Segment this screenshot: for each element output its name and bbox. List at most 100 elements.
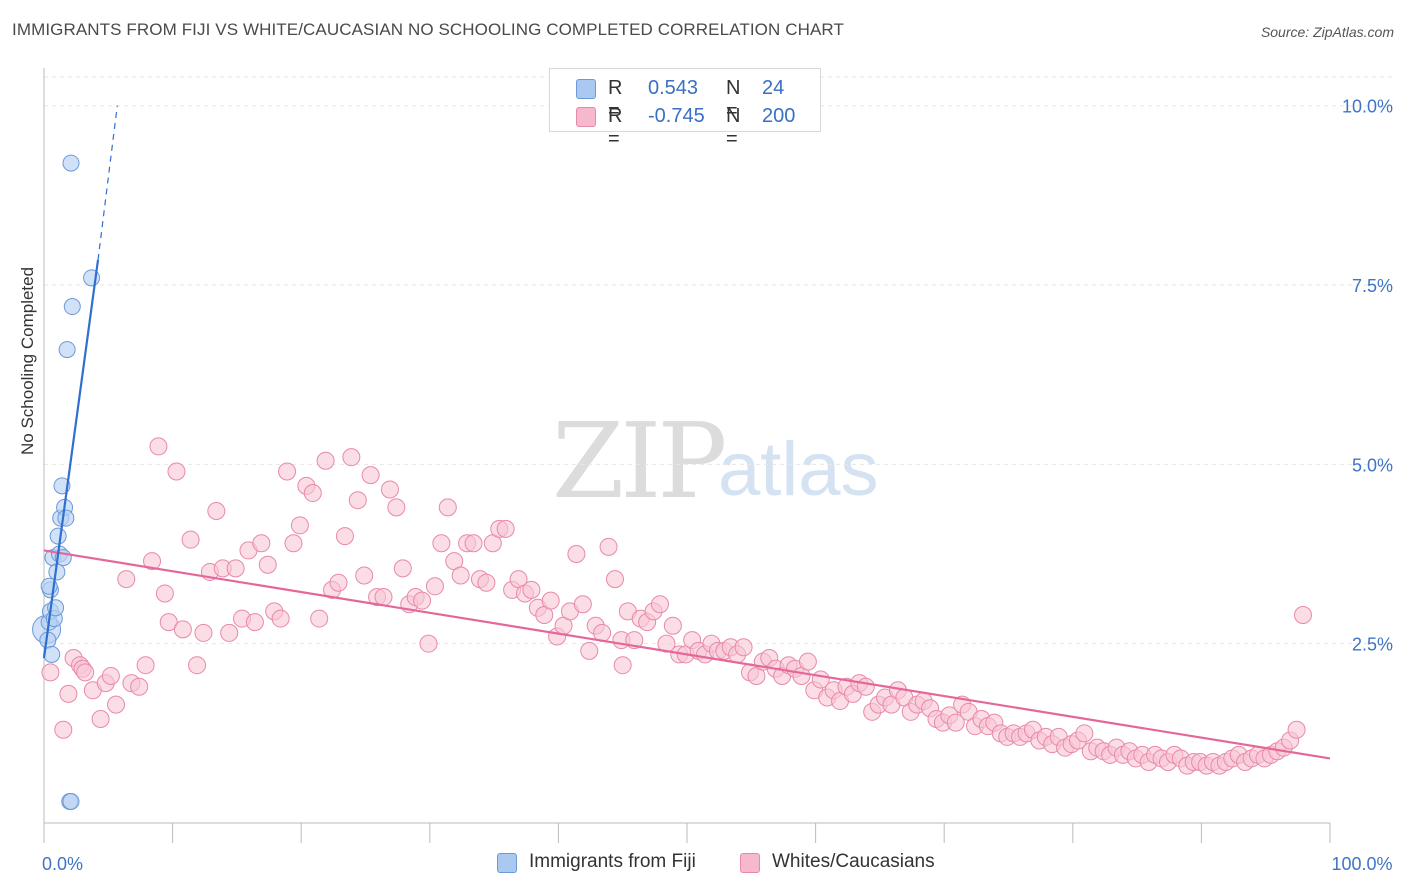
white-caucasian-point bbox=[207, 501, 226, 520]
r-label: R = bbox=[608, 105, 623, 150]
n-value-white: 200 bbox=[762, 105, 796, 127]
white-caucasian-point bbox=[335, 527, 354, 546]
trend-lines bbox=[42, 105, 1331, 760]
white-caucasian-point bbox=[605, 570, 624, 589]
white-caucasian-trend-line bbox=[43, 549, 1331, 760]
fiji-trend-extension bbox=[97, 105, 118, 260]
white-caucasian-point bbox=[374, 588, 393, 607]
white-caucasian-point bbox=[143, 552, 162, 571]
fiji-point bbox=[63, 298, 81, 316]
white-caucasian-point bbox=[342, 448, 361, 467]
white-caucasian-point bbox=[271, 609, 290, 628]
r-value-fiji: 0.543 bbox=[648, 77, 699, 99]
white-caucasian-point bbox=[220, 623, 239, 642]
y-tick-label: 2.5% bbox=[1352, 635, 1393, 655]
white-caucasian-point bbox=[734, 638, 753, 657]
fiji-swatch bbox=[576, 79, 596, 99]
white-caucasian-point bbox=[167, 462, 186, 481]
white-caucasian-point bbox=[76, 663, 95, 682]
white-caucasian-point bbox=[496, 519, 515, 538]
watermark-atlas: atlas bbox=[718, 427, 879, 512]
white-caucasian-point bbox=[451, 566, 470, 585]
fiji-point bbox=[62, 154, 80, 172]
white-caucasian-point bbox=[1287, 720, 1306, 739]
white-caucasian-point bbox=[290, 516, 309, 535]
white-legend-label: Whites/Caucasians bbox=[772, 851, 935, 872]
white-caucasian-point bbox=[188, 656, 207, 675]
x-tick-label: 100.0% bbox=[1331, 854, 1392, 874]
fiji-point bbox=[57, 509, 75, 527]
fiji-points bbox=[32, 154, 101, 810]
white-caucasian-point bbox=[155, 584, 174, 603]
fiji-trend-line bbox=[42, 259, 100, 659]
white-caucasian-point bbox=[329, 573, 348, 592]
white-caucasian-point bbox=[613, 656, 632, 675]
white-caucasian-point bbox=[663, 616, 682, 635]
fiji-legend-swatch bbox=[497, 853, 517, 873]
white-caucasian-point bbox=[107, 695, 126, 714]
white-caucasian-point bbox=[54, 720, 73, 739]
source-credit: Source: ZipAtlas.com bbox=[1260, 24, 1394, 40]
white-caucasian-point bbox=[316, 451, 335, 470]
white-caucasian-point bbox=[380, 480, 399, 499]
white-caucasian-point bbox=[650, 595, 669, 614]
white-caucasian-point bbox=[432, 534, 451, 553]
white-caucasian-point bbox=[348, 491, 367, 510]
x-tick-label: 0.0% bbox=[42, 854, 83, 874]
white-swatch bbox=[576, 107, 596, 127]
y-tick-label: 7.5% bbox=[1352, 276, 1393, 296]
white-caucasian-point bbox=[438, 498, 457, 517]
chart-title: IMMIGRANTS FROM FIJI VS WHITE/CAUCASIAN … bbox=[12, 20, 844, 39]
white-caucasian-point bbox=[226, 559, 245, 578]
white-caucasian-point bbox=[149, 437, 168, 456]
y-axis-label: No Schooling Completed bbox=[18, 266, 37, 455]
white-caucasian-point bbox=[477, 573, 496, 592]
white-caucasian-point bbox=[425, 577, 444, 596]
axis-tick-labels: 2.5% 5.0% 7.5% 10.0% 0.0% 100.0% bbox=[42, 97, 1393, 874]
white-caucasian-point bbox=[117, 570, 136, 589]
fiji-point bbox=[49, 527, 67, 545]
watermark-zip: ZIP bbox=[552, 400, 727, 522]
white-caucasian-point bbox=[419, 634, 438, 653]
white-caucasian-point bbox=[580, 641, 599, 660]
fiji-point bbox=[58, 341, 76, 359]
white-caucasian-point bbox=[310, 609, 329, 628]
white-caucasian-point bbox=[159, 613, 178, 632]
axes bbox=[43, 68, 1331, 843]
y-tick-label: 5.0% bbox=[1352, 455, 1393, 475]
white-caucasian-point bbox=[101, 666, 120, 685]
white-caucasian-point bbox=[59, 684, 78, 703]
white-caucasian-point bbox=[567, 545, 586, 564]
white-caucasian-points bbox=[41, 437, 1312, 775]
white-caucasian-point bbox=[1293, 605, 1312, 624]
white-caucasian-point bbox=[355, 566, 374, 585]
white-caucasian-point bbox=[278, 462, 297, 481]
y-tick-label: 10.0% bbox=[1342, 97, 1393, 117]
white-caucasian-point bbox=[303, 484, 322, 503]
white-caucasian-point bbox=[1075, 724, 1094, 743]
white-caucasian-point bbox=[393, 559, 412, 578]
white-caucasian-point bbox=[245, 613, 264, 632]
white-caucasian-point bbox=[798, 652, 817, 671]
white-caucasian-point bbox=[946, 713, 965, 732]
white-caucasian-point bbox=[41, 663, 60, 682]
r-value-white: -0.745 bbox=[648, 105, 705, 127]
white-caucasian-point bbox=[361, 466, 380, 485]
white-caucasian-point bbox=[541, 591, 560, 610]
white-caucasian-point bbox=[252, 534, 271, 553]
white-caucasian-point bbox=[136, 656, 155, 675]
white-caucasian-point bbox=[91, 709, 110, 728]
white-caucasian-point bbox=[387, 498, 406, 517]
white-legend-swatch bbox=[740, 853, 760, 873]
fiji-point bbox=[62, 792, 80, 810]
white-caucasian-point bbox=[258, 555, 277, 574]
white-caucasian-point bbox=[130, 677, 149, 696]
r-label: R = bbox=[608, 77, 623, 122]
n-label: N = bbox=[726, 77, 741, 122]
white-caucasian-point bbox=[194, 623, 213, 642]
white-caucasian-point bbox=[573, 595, 592, 614]
white-caucasian-point bbox=[173, 620, 192, 639]
n-label: N = bbox=[726, 105, 741, 150]
white-caucasian-point bbox=[284, 534, 303, 553]
